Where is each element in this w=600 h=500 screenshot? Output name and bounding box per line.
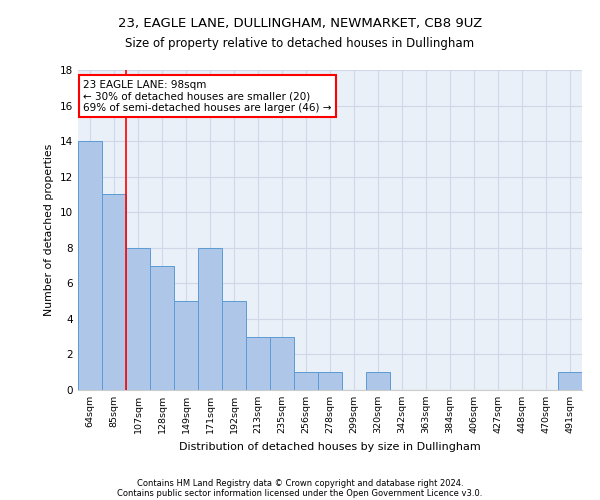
Text: 23, EAGLE LANE, DULLINGHAM, NEWMARKET, CB8 9UZ: 23, EAGLE LANE, DULLINGHAM, NEWMARKET, C… <box>118 18 482 30</box>
Bar <box>222 301 246 390</box>
Text: 23 EAGLE LANE: 98sqm
← 30% of detached houses are smaller (20)
69% of semi-detac: 23 EAGLE LANE: 98sqm ← 30% of detached h… <box>83 80 332 113</box>
Y-axis label: Number of detached properties: Number of detached properties <box>44 144 55 316</box>
Bar <box>366 372 390 390</box>
Text: Contains HM Land Registry data © Crown copyright and database right 2024.: Contains HM Land Registry data © Crown c… <box>137 478 463 488</box>
Bar <box>246 336 270 390</box>
Bar <box>126 248 150 390</box>
Bar <box>150 266 174 390</box>
Bar <box>558 372 582 390</box>
Bar <box>102 194 126 390</box>
Bar <box>78 141 102 390</box>
Bar <box>294 372 318 390</box>
Text: Size of property relative to detached houses in Dullingham: Size of property relative to detached ho… <box>125 38 475 51</box>
Bar <box>270 336 294 390</box>
Bar <box>174 301 198 390</box>
Bar <box>318 372 342 390</box>
Bar <box>198 248 222 390</box>
X-axis label: Distribution of detached houses by size in Dullingham: Distribution of detached houses by size … <box>179 442 481 452</box>
Text: Contains public sector information licensed under the Open Government Licence v3: Contains public sector information licen… <box>118 488 482 498</box>
